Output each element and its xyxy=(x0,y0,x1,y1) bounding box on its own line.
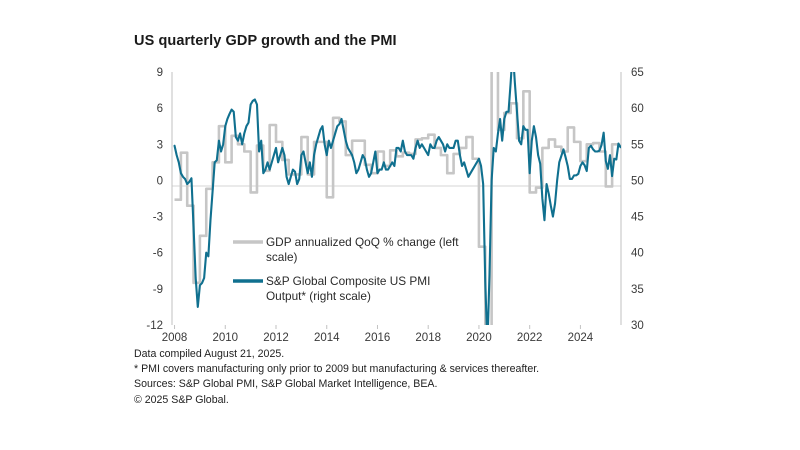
left-axis-tick--9: -9 xyxy=(153,284,163,296)
right-axis-tick-35: 35 xyxy=(631,284,644,296)
left-axis-tick--3: -3 xyxy=(153,212,163,224)
chart-legend: GDP annualized QoQ % change (left scale)… xyxy=(233,235,459,303)
legend-label-pmi-line2: Output* (right scale) xyxy=(266,289,371,303)
left-axis-tick--12: -12 xyxy=(146,320,163,332)
right-axis-tick-45: 45 xyxy=(631,212,644,224)
left-axis-ticks: 9 6 3 0 -3 -6 -9 -12 xyxy=(146,67,163,332)
x-axis-ticks: 2008 2010 2012 2014 2016 2018 2020 2022 2024 xyxy=(162,325,594,344)
legend-label-gdp-line1: GDP annualized QoQ % change (left xyxy=(266,235,459,249)
x-axis-tick-2016: 2016 xyxy=(365,332,391,344)
right-axis-tick-30: 30 xyxy=(631,320,644,332)
x-axis-tick-2010: 2010 xyxy=(212,332,238,344)
right-axis-ticks: 65 60 55 50 45 40 35 30 xyxy=(631,67,644,332)
footnotes-block: Data compiled August 21, 2025. * PMI cov… xyxy=(134,347,654,408)
x-axis-tick-2020: 2020 xyxy=(466,332,492,344)
left-axis-tick-3: 3 xyxy=(157,139,163,151)
left-axis-tick--6: -6 xyxy=(153,248,163,260)
series-line-pmi xyxy=(173,72,621,325)
right-axis-tick-65: 65 xyxy=(631,67,644,79)
series-line-gdp xyxy=(174,72,619,325)
legend-label-pmi-line1: S&P Global Composite US PMI xyxy=(266,274,430,288)
x-axis-tick-2008: 2008 xyxy=(162,332,188,344)
left-axis-tick-0: 0 xyxy=(157,175,163,187)
left-axis-tick-9: 9 xyxy=(157,67,163,79)
x-axis-tick-2014: 2014 xyxy=(314,332,340,344)
x-axis-tick-2024: 2024 xyxy=(568,332,594,344)
x-axis-tick-2012: 2012 xyxy=(263,332,289,344)
right-axis-tick-50: 50 xyxy=(631,175,644,187)
page-title: US quarterly GDP growth and the PMI xyxy=(134,33,397,49)
left-axis-tick-6: 6 xyxy=(157,103,163,115)
right-axis-tick-55: 55 xyxy=(631,139,644,151)
footnote-sources: Sources: S&P Global PMI, S&P Global Mark… xyxy=(134,378,438,391)
x-axis-tick-2018: 2018 xyxy=(415,332,441,344)
chart-series-group xyxy=(173,72,621,325)
x-axis-tick-2022: 2022 xyxy=(517,332,543,344)
footnote-data-compiled: Data compiled August 21, 2025. xyxy=(134,348,285,360)
footnote-copyright: © 2025 S&P Global. xyxy=(134,393,229,406)
right-axis-tick-40: 40 xyxy=(631,248,644,260)
right-axis-tick-60: 60 xyxy=(631,103,644,115)
legend-label-gdp-line2: scale) xyxy=(266,250,298,264)
footnote-pmi-coverage: * PMI covers manufacturing only prior to… xyxy=(134,363,540,376)
